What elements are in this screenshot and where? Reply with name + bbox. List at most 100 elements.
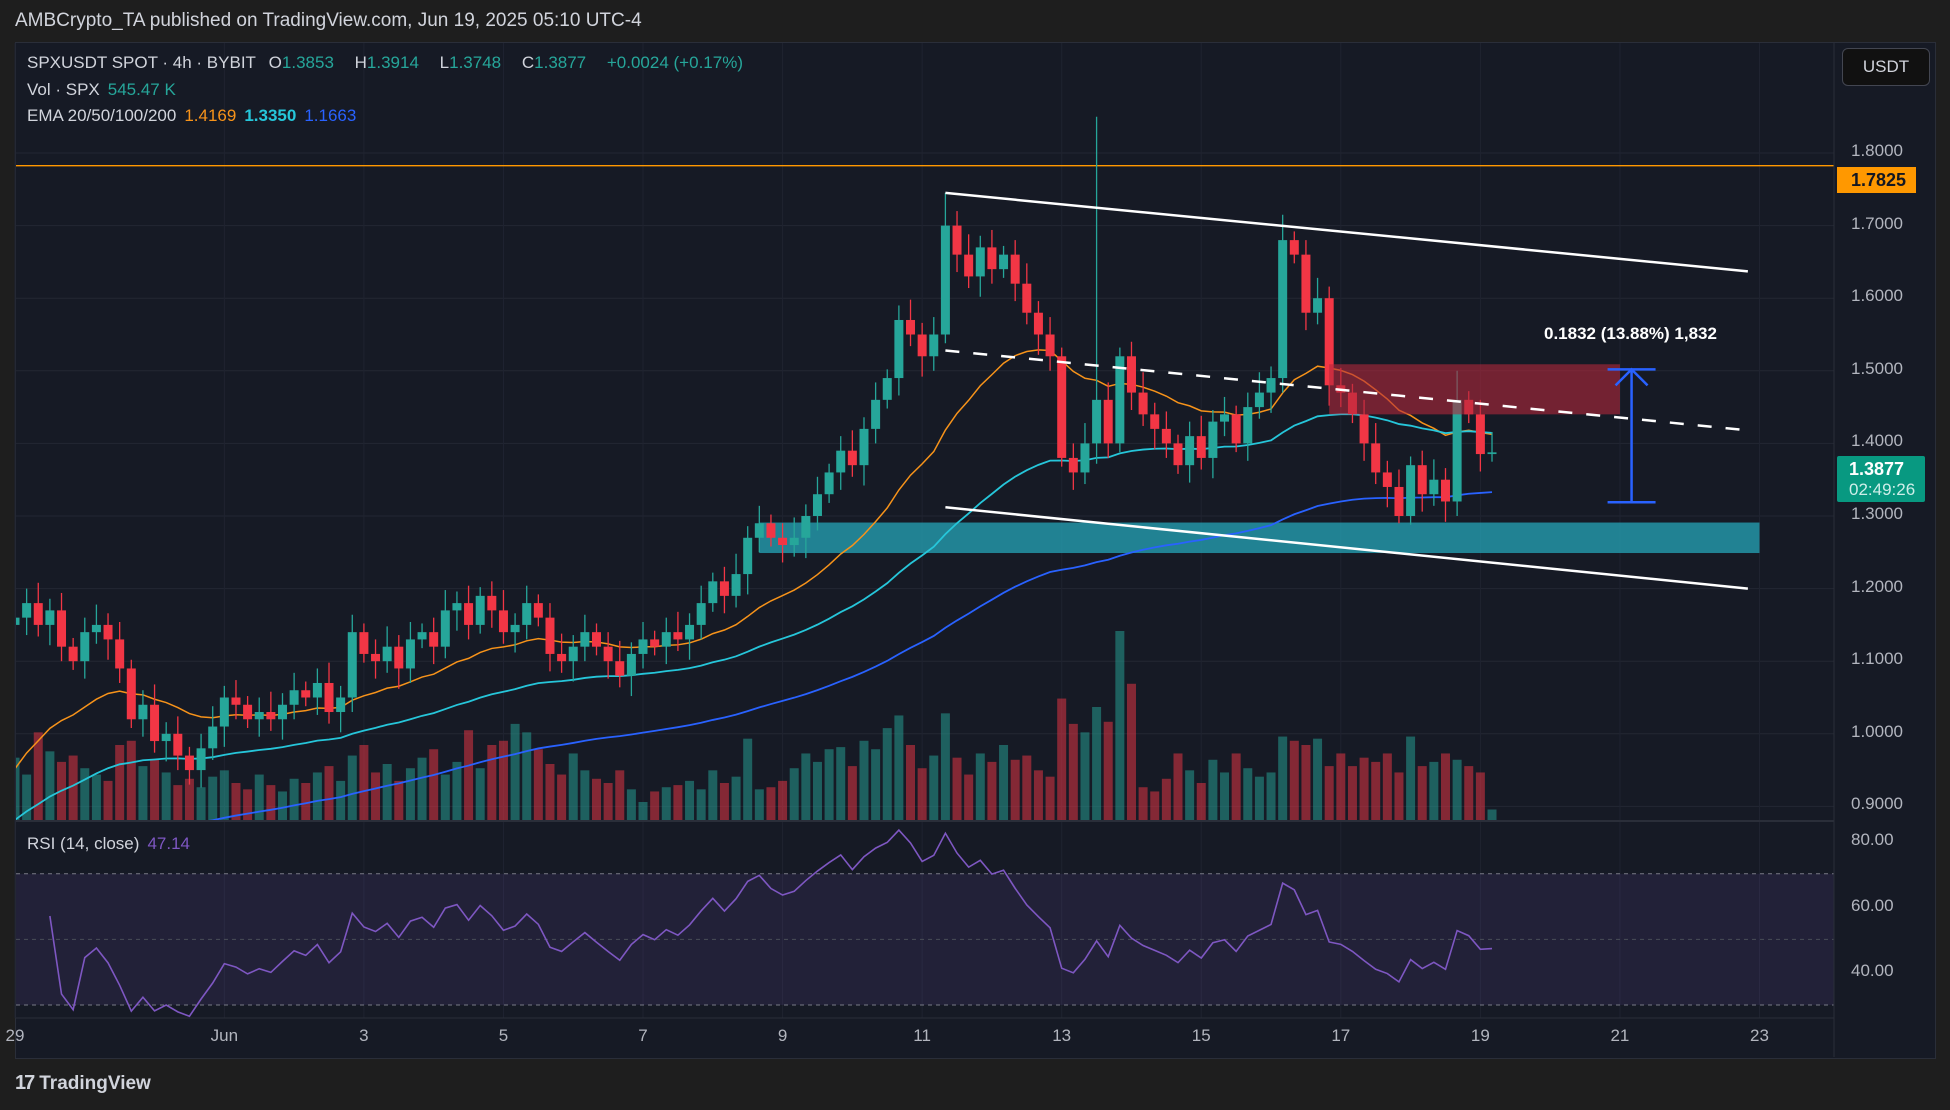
date-label: 15 [1191,1026,1211,1045]
ema-line-100 [202,491,1493,821]
volume-bar [906,745,916,821]
candle-body [510,624,520,633]
volume-bar [208,776,218,821]
candle-body [1092,399,1102,444]
volume-bar [568,753,578,821]
currency-button[interactable]: USDT [1842,48,1930,86]
price-label: 1.3000 [1851,504,1903,523]
volume-label[interactable]: Vol · SPX [27,80,100,99]
volume-bar [254,774,264,821]
candle-body [452,603,462,611]
volume-bar [1010,759,1020,821]
candle-body [173,733,183,756]
candle-body [906,319,916,335]
volume-bar [1406,736,1416,821]
candle-body [324,682,334,713]
volume-bar [1440,753,1450,821]
volume-bar [1324,766,1334,821]
last-price-tag: 1.3877 02:49:26 [1837,456,1925,502]
rsi-legend: RSI (14, close) 47.14 [27,834,198,854]
close-label: C [521,53,535,72]
volume-bar [719,783,729,821]
candle-body [266,712,276,720]
volume-bar [1313,738,1323,821]
volume-bar [1033,770,1043,821]
volume-bar [894,715,904,821]
volume-bar [708,770,718,821]
volume-bar [475,768,485,821]
candle-body [592,632,601,647]
candle-body [1243,407,1253,444]
candle-body [685,624,695,640]
candle-body [882,378,892,400]
price-label: 1.7000 [1851,213,1903,233]
volume-bar [1347,766,1357,821]
candle-body [277,704,287,720]
volume-bar [1196,783,1206,821]
high-label: H [354,53,367,72]
volume-bar [1115,631,1125,821]
volume-bar [1475,772,1485,821]
close-value: 1.3877 [534,53,587,72]
candle-body [208,726,218,749]
symbol-name[interactable]: SPXUSDT SPOT · 4h · BYBIT [27,53,256,72]
candle-body [1475,414,1485,455]
volume-bar [138,766,148,821]
candle-body [33,603,43,625]
volume-bar [522,732,532,821]
candle-body [708,581,718,604]
candle-body [766,523,776,538]
tradingview-logo[interactable]: 17 TradingView [15,1072,151,1095]
candle-body [917,334,927,357]
candle-body [557,653,567,662]
volume-bar [929,755,939,821]
candle-body [626,653,636,676]
candle-body [1138,392,1148,415]
rsi-label[interactable]: RSI (14, close) [27,834,140,853]
candle-body [1115,356,1125,444]
volume-bar [196,787,206,821]
candle-body [1161,428,1171,444]
candle-body [1185,436,1195,466]
candle-body [22,603,32,618]
candle-body [150,704,160,742]
candle-body [359,632,369,654]
candle-body [754,523,764,538]
candle-body [382,646,392,662]
volume-bar [836,747,846,821]
candle-body [929,334,939,357]
volume-bar [975,753,985,821]
volume-bar [45,751,55,821]
date-label: Jun [210,1026,239,1045]
volume-bar [1394,772,1404,821]
date-label: 19 [1470,1026,1490,1045]
volume-bar [243,789,253,821]
overlays [945,191,1748,590]
volume-bar [312,772,322,821]
volume-bar [789,768,799,821]
volume-bar [150,759,160,821]
volume-bar [22,774,32,821]
ema-label[interactable]: EMA 20/50/100/200 [27,106,177,125]
candle-body [964,254,974,277]
tv-logo-icon: 17 [15,1072,35,1094]
volume-bar [673,785,683,821]
candle-body [1266,378,1276,393]
volume-bar [1429,761,1439,821]
candle-body [987,247,997,270]
mid-dashed-line [945,349,1748,432]
candle-body [696,603,706,625]
candle-body [1301,254,1311,313]
volume-bar [661,787,671,821]
volume-bar [940,713,950,821]
volume-bar [173,785,183,821]
volume-bar [359,745,369,821]
ema2-value: 1.3350 [244,106,297,125]
volume-bar [696,789,706,821]
candle-body [1278,240,1288,379]
volume-bar [1254,776,1264,821]
volume-bar [964,774,974,821]
volume-bar [394,780,404,821]
date-label: 7 [638,1026,648,1045]
